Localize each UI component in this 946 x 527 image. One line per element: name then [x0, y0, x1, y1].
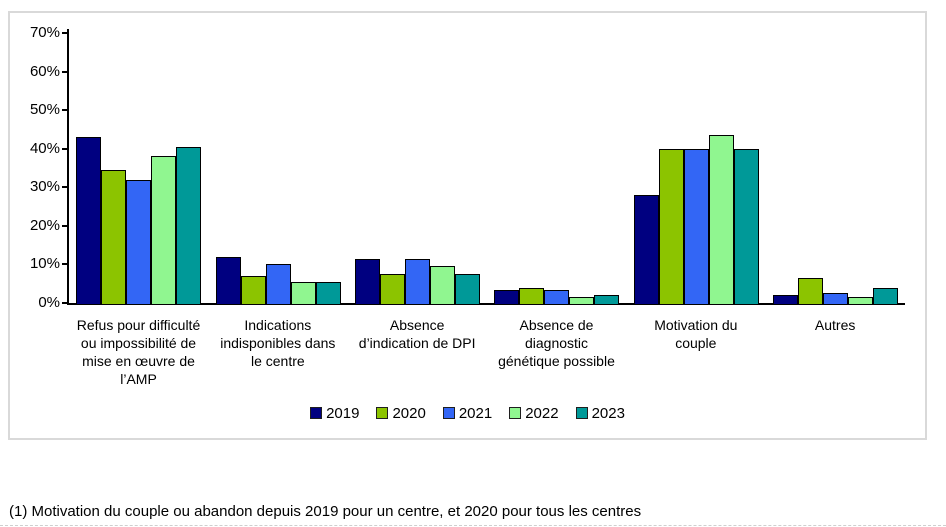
legend-swatch-icon — [442, 407, 455, 419]
bar-2022-cat1 — [151, 156, 177, 305]
y-tick-mark — [62, 186, 69, 189]
bar-2023-cat5 — [733, 148, 759, 305]
legend-label: 2022 — [525, 404, 559, 422]
bar-2022-cat3 — [429, 266, 455, 305]
category-label: Autres — [814, 317, 856, 333]
bar-2022-cat4 — [569, 297, 595, 305]
legend-item-2021: 2021 — [442, 404, 493, 422]
y-tick-label: 20% — [29, 216, 60, 234]
y-tick-label: 70% — [29, 24, 60, 41]
bar-2023-cat6 — [872, 287, 898, 305]
footnote: (1) Motivation du couple ou abandon depu… — [9, 503, 642, 520]
legend-label: 2023 — [591, 404, 625, 422]
category-label: Absence de diagnostic génétique possible — [498, 317, 615, 369]
category-labels: Refus pour difficulté ou impossibilité d… — [10, 13, 925, 438]
y-tick-mark — [62, 32, 69, 34]
y-tick-mark — [62, 70, 69, 73]
bar-2022-cat6 — [847, 297, 873, 305]
legend-item-2019: 2019 — [310, 405, 359, 422]
bar-2020-cat4 — [519, 287, 545, 305]
bar-2019-cat5 — [633, 195, 659, 305]
y-tick-mark — [62, 224, 69, 227]
category-label: Absence d’indication de DPI — [358, 317, 476, 351]
bar-2021-cat5 — [683, 148, 709, 305]
bar-2022-cat5 — [708, 135, 734, 305]
y-tick-label: 10% — [29, 255, 60, 273]
legend: 2019 2020 2021 2022 2023 — [10, 403, 925, 423]
legend-label: 2019 — [326, 404, 360, 422]
bar-2020-cat3 — [379, 274, 405, 305]
y-tick-mark — [62, 109, 69, 112]
legend-label: 2021 — [458, 404, 493, 422]
bar-2019-cat4 — [494, 289, 520, 305]
bars-layer — [10, 13, 925, 438]
bar-2022-cat2 — [290, 281, 316, 305]
bar-2023-cat1 — [176, 146, 202, 305]
bar-2019-cat2 — [215, 256, 241, 305]
bar-2019-cat6 — [772, 295, 798, 305]
bar-2021-cat4 — [544, 289, 570, 305]
category-label: Motivation du couple — [654, 317, 738, 351]
category-label: Refus pour difficulté ou impossibilité d… — [76, 317, 201, 387]
y-tick-label: 30% — [29, 178, 60, 196]
bar-2021-cat2 — [265, 264, 291, 305]
legend-swatch-icon — [376, 407, 389, 419]
legend-item-2022: 2022 — [509, 404, 559, 422]
category-label: Indications indisponibles dans le centre — [220, 317, 336, 369]
bar-2023-cat2 — [315, 281, 341, 305]
y-axis — [67, 29, 69, 305]
legend-label: 2020 — [392, 404, 426, 422]
bar-2021-cat3 — [404, 258, 430, 305]
bar-2020-cat6 — [797, 277, 823, 305]
bar-2020-cat1 — [101, 169, 127, 305]
bar-2019-cat1 — [76, 137, 102, 305]
cropped-divider — [0, 525, 946, 526]
chart-panel: 0% 10% 20% 30% 40% 50% 60% 70% Refus pour diffi… — [8, 11, 927, 440]
bar-2021-cat6 — [822, 293, 848, 305]
bar-2023-cat3 — [454, 274, 480, 305]
y-tick-label: 40% — [29, 139, 60, 157]
legend-swatch-icon — [575, 407, 588, 419]
legend-item-2020: 2020 — [376, 404, 426, 422]
y-tick-label: 60% — [29, 62, 60, 80]
legend-swatch-icon — [310, 407, 323, 419]
bar-2020-cat2 — [240, 276, 266, 305]
bar-2021-cat1 — [126, 179, 152, 305]
y-tick-label: 0% — [38, 294, 60, 311]
y-tick-mark — [62, 263, 69, 266]
x-axis — [67, 303, 905, 305]
y-tick-label: 50% — [29, 101, 60, 119]
y-tick-mark — [62, 302, 69, 304]
legend-swatch-icon — [509, 407, 522, 419]
bar-2023-cat4 — [594, 295, 620, 305]
bar-2020-cat5 — [658, 148, 684, 305]
y-tick-mark — [62, 147, 69, 150]
bar-2019-cat3 — [354, 258, 380, 305]
y-tick-labels: 0% 10% 20% 30% 40% 50% 60% 70% — [10, 13, 925, 438]
legend-item-2023: 2023 — [575, 404, 625, 422]
